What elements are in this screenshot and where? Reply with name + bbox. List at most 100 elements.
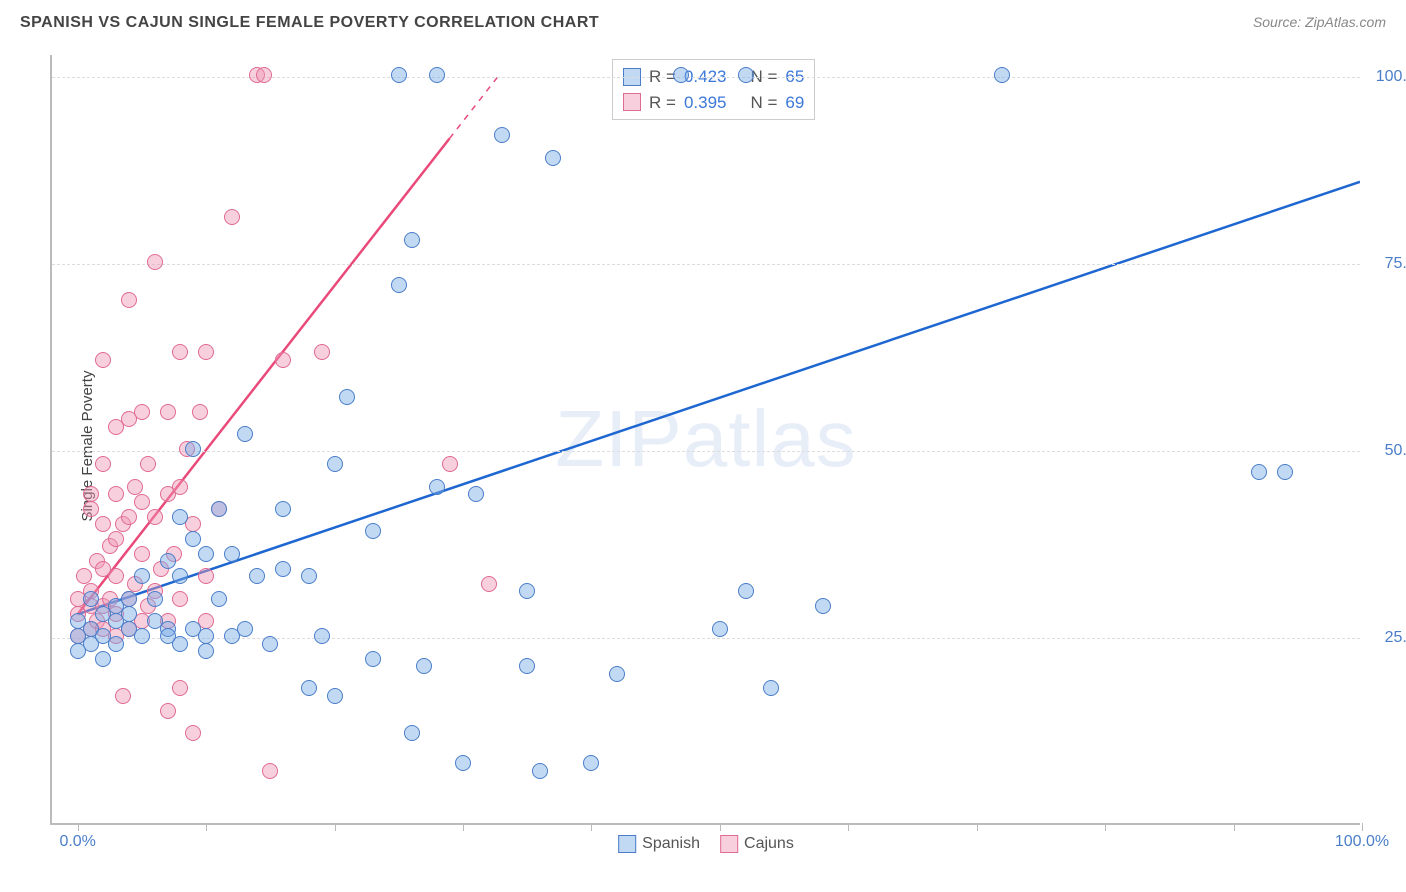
cajuns-point (108, 531, 124, 547)
spanish-point (95, 651, 111, 667)
spanish-point (275, 561, 291, 577)
spanish-point (994, 67, 1010, 83)
cajuns-point (147, 254, 163, 270)
spanish-point (211, 501, 227, 517)
spanish-point (339, 389, 355, 405)
spanish-point (468, 486, 484, 502)
cajuns-point (134, 546, 150, 562)
spanish-point (108, 636, 124, 652)
spanish-point (391, 277, 407, 293)
spanish-point (519, 583, 535, 599)
cajuns-point (127, 479, 143, 495)
cajuns-point (83, 486, 99, 502)
spanish-point (416, 658, 432, 674)
spanish-point (429, 479, 445, 495)
legend-swatch (618, 835, 636, 853)
cajuns-point (121, 509, 137, 525)
cajuns-point (481, 576, 497, 592)
spanish-point (327, 456, 343, 472)
spanish-point (83, 591, 99, 607)
stat-n-label: N = (750, 90, 777, 116)
cajuns-point (198, 344, 214, 360)
x-tick (977, 823, 978, 831)
stat-swatch (623, 93, 641, 111)
spanish-point (237, 621, 253, 637)
spanish-point (147, 591, 163, 607)
spanish-point (249, 568, 265, 584)
spanish-point (815, 598, 831, 614)
spanish-point (121, 591, 137, 607)
spanish-point (172, 636, 188, 652)
cajuns-point (172, 591, 188, 607)
gridline (52, 264, 1360, 265)
spanish-point (121, 606, 137, 622)
spanish-point (301, 680, 317, 696)
spanish-point (455, 755, 471, 771)
chart-header: SPANISH VS CAJUN SINGLE FEMALE POVERTY C… (0, 0, 1406, 48)
cajuns-point (172, 344, 188, 360)
cajuns-point (134, 404, 150, 420)
gridline (52, 638, 1360, 639)
spanish-point (404, 725, 420, 741)
spanish-point (609, 666, 625, 682)
x-tick-label: 100.0% (1335, 833, 1389, 851)
cajuns-point (160, 404, 176, 420)
y-tick-label: 25.0% (1370, 629, 1406, 647)
cajuns-point (83, 501, 99, 517)
x-tick (591, 823, 592, 831)
spanish-point (237, 426, 253, 442)
spanish-point (275, 501, 291, 517)
cajuns-point (95, 456, 111, 472)
y-tick-label: 50.0% (1370, 442, 1406, 460)
spanish-point (429, 67, 445, 83)
x-tick (335, 823, 336, 831)
cajuns-point (108, 568, 124, 584)
cajuns-point (256, 67, 272, 83)
spanish-point (738, 67, 754, 83)
spanish-point (185, 441, 201, 457)
cajuns-point (108, 486, 124, 502)
cajuns-point (185, 725, 201, 741)
legend-label: Spanish (642, 835, 700, 853)
stat-n-value: 69 (785, 90, 804, 116)
stat-row: R = 0.395 N = 69 (623, 90, 804, 116)
scatter-chart: ZIPatlas R = 0.423N = 65R = 0.395N = 69 … (50, 55, 1360, 825)
x-tick (206, 823, 207, 831)
spanish-point (673, 67, 689, 83)
x-tick (463, 823, 464, 831)
x-tick (78, 823, 79, 831)
stat-r-value: 0.395 (684, 90, 727, 116)
spanish-point (519, 658, 535, 674)
spanish-point (763, 680, 779, 696)
cajuns-point (314, 344, 330, 360)
spanish-point (301, 568, 317, 584)
cajuns-point (140, 456, 156, 472)
cajuns-point (121, 292, 137, 308)
x-tick-label: 0.0% (59, 833, 95, 851)
stat-r-label: R = (649, 90, 676, 116)
spanish-point (172, 568, 188, 584)
gridline (52, 451, 1360, 452)
cajuns-point (224, 209, 240, 225)
cajuns-point (76, 568, 92, 584)
cajuns-point (147, 509, 163, 525)
chart-title: SPANISH VS CAJUN SINGLE FEMALE POVERTY C… (20, 14, 599, 32)
spanish-point (738, 583, 754, 599)
chart-source: Source: ZipAtlas.com (1253, 14, 1386, 30)
cajuns-point (134, 494, 150, 510)
watermark: ZIPatlas (555, 393, 856, 485)
series-legend: Spanish Cajuns (618, 835, 794, 853)
spanish-point (224, 546, 240, 562)
cajuns-point (95, 516, 111, 532)
spanish-point (1251, 464, 1267, 480)
cajuns-point (262, 763, 278, 779)
y-tick-label: 75.0% (1370, 255, 1406, 273)
x-tick (1105, 823, 1106, 831)
spanish-point (712, 621, 728, 637)
cajuns-point (192, 404, 208, 420)
legend-label: Cajuns (744, 835, 794, 853)
legend-item: Spanish (618, 835, 700, 853)
legend-swatch (720, 835, 738, 853)
cajuns-point (115, 688, 131, 704)
cajuns-point (442, 456, 458, 472)
